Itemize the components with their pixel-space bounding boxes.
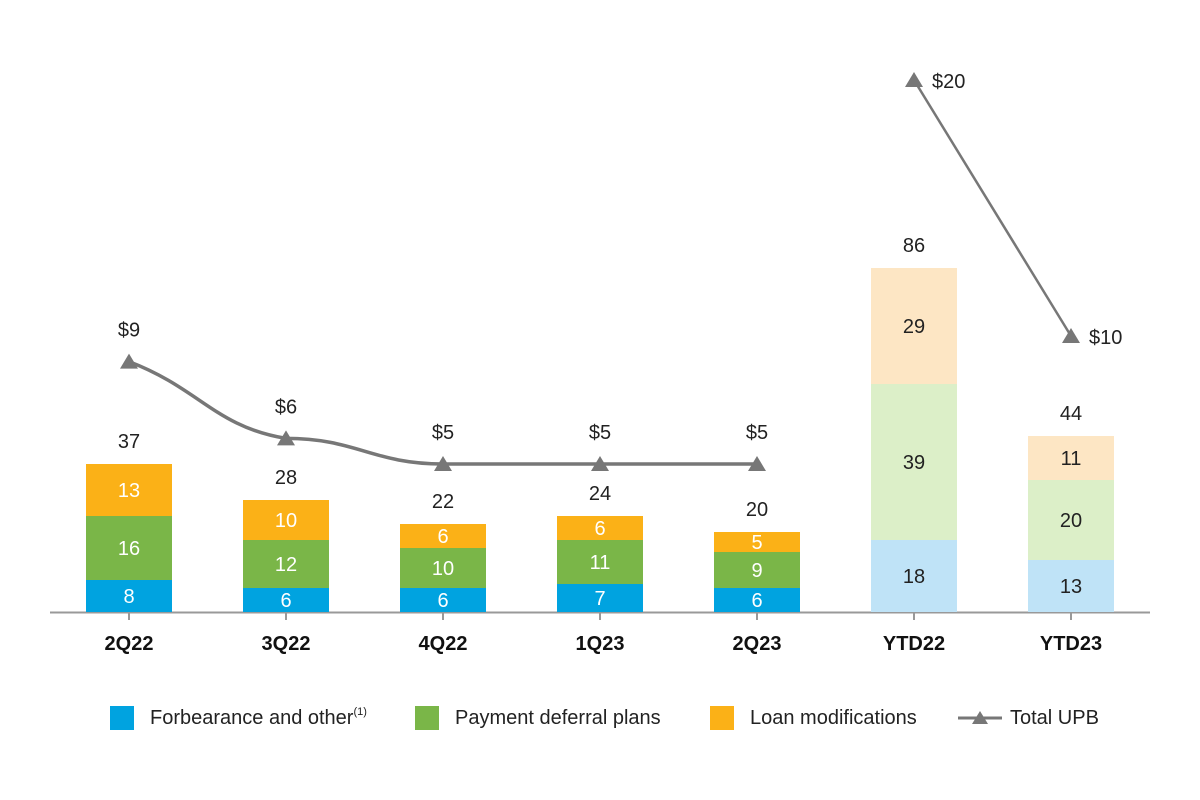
legend-label-total-upb: Total UPB [1010, 706, 1099, 729]
bar-YTD22-forbearance-and-other [871, 540, 957, 612]
bar-label-YTD23-1: 20 [1060, 510, 1082, 532]
bar-4Q22-payment-deferral-plans [400, 548, 486, 588]
legend-superscript-forbearance: (1) [353, 705, 367, 718]
marker-total-upb-2Q22 [120, 353, 138, 369]
bar-label-3Q22-2: 10 [275, 510, 297, 532]
marker-total-upb-YTD23 [1062, 328, 1080, 343]
total-label-1Q23: 24 [589, 483, 611, 505]
line-label-total-upb-3Q22: $6 [275, 396, 297, 418]
bar-label-YTD23-0: 13 [1060, 576, 1082, 598]
x-tick-label-YTD23: YTD23 [1040, 633, 1102, 655]
legend-swatch-forbearance [110, 706, 134, 730]
marker-total-upb-YTD22 [905, 72, 923, 87]
bar-label-2Q23-1: 9 [751, 560, 762, 582]
bar-label-2Q22-0: 8 [123, 586, 134, 608]
legend-item-modifications: Loan modifications [710, 700, 917, 736]
legend-label-deferral: Payment deferral plans [455, 706, 661, 729]
bar-2Q23-loan-modifications [714, 532, 800, 552]
x-tick-label-2Q22: 2Q22 [105, 633, 154, 655]
bar-label-YTD22-0: 18 [903, 566, 925, 588]
total-label-YTD22: 86 [903, 235, 925, 257]
bar-label-YTD22-2: 29 [903, 316, 925, 338]
bar-YTD23-forbearance-and-other [1028, 560, 1114, 612]
bar-label-YTD22-1: 39 [903, 452, 925, 474]
total-label-2Q23: 20 [746, 499, 768, 521]
bar-YTD23-payment-deferral-plans [1028, 480, 1114, 560]
marker-total-upb-1Q23 [591, 456, 609, 471]
bar-label-1Q23-1: 11 [590, 552, 611, 574]
x-tick-label-1Q23: 1Q23 [576, 633, 625, 655]
bar-label-1Q23-0: 7 [594, 588, 605, 610]
x-tick-label-3Q22: 3Q22 [262, 633, 311, 655]
bar-label-4Q22-0: 6 [437, 590, 448, 612]
bar-3Q22-payment-deferral-plans [243, 540, 329, 588]
bar-label-2Q22-2: 13 [118, 480, 140, 502]
bar-4Q22-forbearance-and-other [400, 588, 486, 612]
bar-label-2Q22-1: 16 [118, 538, 140, 560]
line-label-total-upb-2Q22: $9 [118, 320, 140, 342]
marker-total-upb-3Q22 [277, 430, 295, 446]
legend-line-total-upb-icon [958, 711, 1002, 724]
total-label-2Q22: 37 [118, 431, 140, 453]
line-label-total-upb-4Q22: $5 [432, 422, 454, 444]
line-total-upb-ytd [912, 79, 1073, 337]
line-total-upb-quarterly [128, 359, 757, 466]
bar-1Q23-forbearance-and-other [557, 584, 643, 612]
bar-2Q23-forbearance-and-other [714, 588, 800, 612]
legend-label-forbearance: Forbearance and other(1) [150, 705, 367, 730]
bar-2Q22-loan-modifications [86, 464, 172, 516]
legend-swatch-deferral [415, 706, 439, 730]
bar-3Q22-forbearance-and-other [243, 588, 329, 612]
bar-label-4Q22-2: 6 [437, 526, 448, 548]
line-label-total-upb-1Q23: $5 [589, 422, 611, 444]
line-label-total-upb-2Q23: $5 [746, 422, 768, 444]
legend-swatch-modifications [710, 706, 734, 730]
x-tick-label-YTD22: YTD22 [883, 633, 945, 655]
legend-item-total-upb: Total UPB [958, 700, 1099, 736]
bar-2Q23-payment-deferral-plans [714, 552, 800, 588]
marker-total-upb-4Q22 [434, 456, 452, 471]
bar-2Q22-forbearance-and-other [86, 580, 172, 612]
bar-4Q22-loan-modifications [400, 524, 486, 548]
total-label-4Q22: 22 [432, 491, 454, 513]
bar-label-2Q23-2: 5 [751, 532, 762, 554]
bar-1Q23-payment-deferral-plans [557, 540, 643, 584]
bar-label-1Q23-2: 6 [594, 518, 605, 540]
bar-label-3Q22-1: 12 [275, 554, 297, 576]
legend: Forbearance and other(1) Payment deferra… [0, 700, 1200, 736]
bar-2Q22-payment-deferral-plans [86, 516, 172, 580]
bar-YTD23-loan-modifications [1028, 436, 1114, 480]
total-label-3Q22: 28 [275, 467, 297, 489]
bar-YTD22-loan-modifications [871, 268, 957, 384]
marker-total-upb-2Q23 [748, 456, 766, 471]
bar-label-3Q22-0: 6 [280, 590, 291, 612]
line-label-total-upb-YTD23: $10 [1089, 327, 1122, 349]
legend-item-forbearance: Forbearance and other(1) [110, 700, 367, 736]
legend-text-forbearance: Forbearance and other [150, 706, 354, 729]
total-label-YTD23: 44 [1060, 403, 1082, 425]
line-label-total-upb-YTD22: $20 [932, 71, 965, 93]
x-tick-label-4Q22: 4Q22 [419, 633, 468, 655]
legend-label-modifications: Loan modifications [750, 706, 917, 729]
legend-item-deferral: Payment deferral plans [415, 700, 661, 736]
x-tick-label-2Q23: 2Q23 [733, 633, 782, 655]
bar-label-YTD23-2: 11 [1061, 448, 1082, 470]
bar-1Q23-loan-modifications [557, 516, 643, 540]
bar-3Q22-loan-modifications [243, 500, 329, 540]
bar-label-2Q23-0: 6 [751, 590, 762, 612]
bar-YTD22-payment-deferral-plans [871, 384, 957, 540]
bar-label-4Q22-1: 10 [432, 558, 454, 580]
